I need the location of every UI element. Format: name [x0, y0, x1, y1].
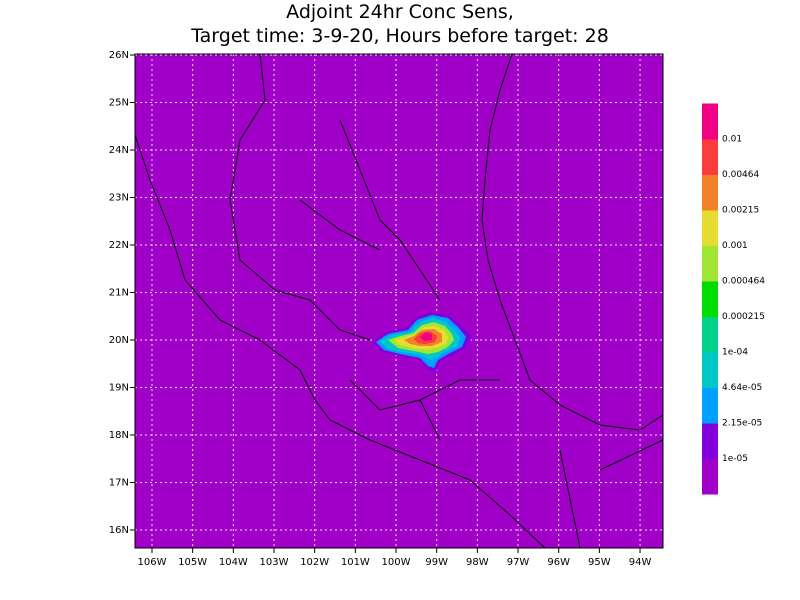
lat-tick-label: 20N — [109, 335, 129, 346]
lat-tick-label: 24N — [109, 145, 129, 156]
lon-tick-label: 104W — [219, 557, 248, 568]
lon-tick-label: 105W — [178, 557, 207, 568]
lat-tick-label: 18N — [109, 430, 129, 441]
lon-tick-label: 98W — [466, 557, 489, 568]
lon-tick-label: 97W — [507, 557, 530, 568]
colorbar-label: 0.01 — [722, 135, 742, 145]
colorbar-swatch — [702, 316, 718, 353]
lon-tick-label: 96W — [547, 557, 570, 568]
lat-tick-label: 22N — [109, 240, 129, 251]
sensitivity-plume — [372, 312, 472, 372]
title-line: Target time: 3-9-20, Hours before target… — [190, 25, 609, 47]
lon-tick-label: 99W — [425, 557, 448, 568]
lon-tick-label: 101W — [341, 557, 370, 568]
colorbar-swatch — [702, 210, 718, 246]
colorbar-swatch — [702, 139, 718, 175]
colorbar-swatch — [702, 458, 718, 495]
colorbar-swatch — [702, 281, 718, 317]
lon-tick-label: 100W — [382, 557, 411, 568]
colorbar-label: 2.15e-05 — [722, 419, 762, 429]
lat-tick-label: 25N — [109, 98, 129, 109]
colorbar-label: 1e-04 — [722, 348, 748, 358]
colorbar-label: 0.00464 — [722, 170, 759, 180]
lon-tick-label: 94W — [629, 557, 652, 568]
lon-tick-label: 103W — [260, 557, 289, 568]
lat-tick-label: 26N — [109, 50, 129, 61]
title-line: Adjoint 24hr Conc Sens, — [286, 1, 514, 23]
colorbar-swatch — [702, 352, 718, 388]
lon-tick-label: 95W — [588, 557, 611, 568]
map-frame — [134, 53, 664, 549]
colorbar-label: 0.001 — [722, 241, 748, 251]
colorbar-swatch — [702, 245, 718, 282]
lon-tick-label: 102W — [300, 557, 329, 568]
colorbar-label: 1e-05 — [722, 454, 748, 464]
map-background — [135, 54, 663, 548]
lat-tick-label: 21N — [109, 288, 129, 299]
colorbar-swatch — [702, 423, 718, 459]
colorbar-label: 0.00215 — [722, 206, 759, 216]
colorbar-label: 0.000464 — [722, 277, 765, 287]
lat-tick-label: 17N — [109, 478, 129, 489]
colorbar-label: 4.64e-05 — [722, 383, 762, 393]
lat-tick-label: 23N — [109, 193, 129, 204]
colorbar-swatch — [702, 387, 718, 424]
coastlines — [134, 53, 664, 549]
lat-tick-label: 16N — [109, 525, 129, 536]
lat-tick-label: 19N — [109, 383, 129, 394]
colorbar-label: 0.000215 — [722, 312, 765, 322]
colorbar-swatch — [702, 174, 718, 211]
lon-tick-label: 106W — [138, 557, 167, 568]
colorbar-swatch — [702, 103, 718, 140]
